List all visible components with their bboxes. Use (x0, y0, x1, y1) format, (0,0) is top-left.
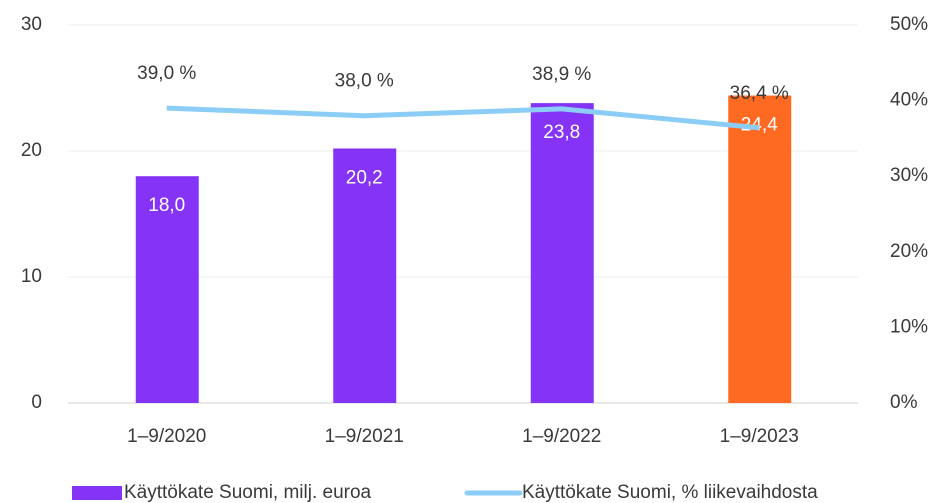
y2-tick-label: 30% (890, 165, 928, 186)
y2-tick-label: 20% (890, 241, 928, 262)
bar (728, 95, 792, 403)
y2-tick-label: 50% (890, 14, 928, 35)
x-tick-label: 1–9/2020 (127, 426, 206, 447)
y-tick-label: 30 (21, 14, 42, 35)
y-tick-label: 0 (31, 392, 42, 413)
line-value-label: 39,0 % (137, 63, 196, 84)
line-value-label: 36,4 % (730, 83, 789, 104)
y2-tick-label: 0% (890, 392, 918, 413)
y2-tick-label: 10% (890, 316, 928, 337)
x-tick-label: 1–9/2021 (325, 426, 404, 447)
y2-tick-label: 40% (890, 90, 928, 111)
line (166, 105, 760, 131)
x-tick-label: 1–9/2022 (522, 426, 601, 447)
legend-swatch (72, 486, 122, 500)
line-value-label: 38,9 % (532, 64, 591, 85)
legend-label: Käyttökate Suomi, % liikevaihdosta (522, 482, 818, 503)
y-tick-label: 10 (21, 266, 42, 287)
bar (135, 176, 199, 403)
x-tick-label: 1–9/2023 (720, 426, 799, 447)
bar-value-label: 20,2 (346, 167, 383, 188)
bar (333, 148, 397, 403)
bar-value-label: 18,0 (148, 195, 185, 216)
y-tick-label: 20 (21, 140, 42, 161)
bar-value-label: 24,4 (741, 115, 778, 136)
bar (530, 103, 594, 404)
line-value-label: 38,0 % (335, 71, 394, 92)
legend-label: Käyttökate Suomi, milj. euroa (124, 482, 372, 503)
bar-value-label: 23,8 (543, 122, 580, 143)
